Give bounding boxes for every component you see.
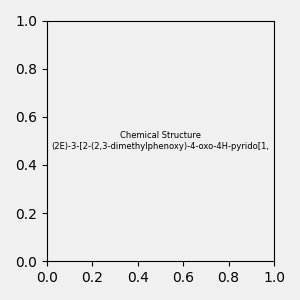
Text: Chemical Structure
(2E)-3-[2-(2,3-dimethylphenoxy)-4-oxo-4H-pyrido[1,: Chemical Structure (2E)-3-[2-(2,3-dimeth… [51,131,269,151]
